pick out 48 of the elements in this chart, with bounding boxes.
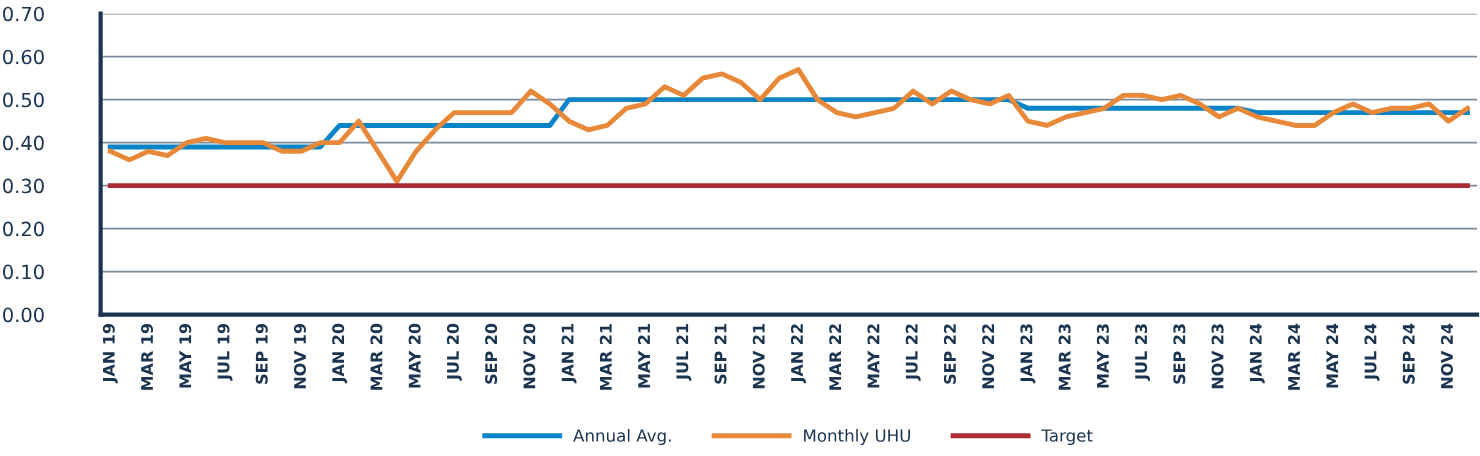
x-tick-label: SEP 21: [714, 324, 727, 384]
x-tick-label: JAN 20: [332, 323, 348, 384]
legend-label: Monthly UHU: [804, 428, 910, 446]
x-tick-label: SEP 20: [485, 323, 498, 384]
x-tick-label: MAY 23: [1096, 324, 1109, 388]
x-tick-label: NOV 24: [1440, 323, 1453, 389]
x-tick-label: MAY 21: [638, 324, 650, 388]
x-tick-label: MAY 20: [408, 323, 421, 388]
x-tick-label: JAN 23: [1020, 324, 1036, 384]
x-tick-label: JUL 23: [1135, 324, 1151, 381]
x-tick-label: MAY 19: [179, 323, 192, 388]
y-tick-label: 0.70: [3, 6, 44, 22]
x-tick-label: JUL 22: [905, 324, 921, 381]
x-tick-label: JUL 20: [446, 323, 462, 381]
x-tick-label: MAR 24: [1287, 323, 1300, 390]
x-tick-label: NOV 19: [293, 323, 306, 389]
x-tick-label: NOV 21: [752, 324, 765, 389]
x-tick-label: SEP 24: [1402, 323, 1415, 384]
x-tick-label: MAR 21: [599, 324, 612, 390]
x-tick-label: NOV 20: [523, 323, 536, 389]
x-tick-label: SEP 19: [255, 323, 268, 384]
x-tick-label: NOV 23: [1211, 324, 1224, 389]
legend-label: Annual Avg.: [573, 428, 671, 446]
x-tick-label: JAN 22: [790, 324, 806, 384]
x-tick-label: MAR 23: [1058, 324, 1071, 390]
y-tick-label: 0.10: [3, 264, 44, 280]
x-tick-label: MAR 20: [370, 323, 383, 390]
x-tick-label: SEP 23: [1173, 324, 1186, 384]
y-tick-label: 0.40: [3, 135, 44, 151]
x-tick-label: MAR 22: [829, 324, 842, 390]
x-tick-label: JUL 19: [217, 323, 233, 381]
legend-label: Target: [1041, 429, 1093, 446]
x-tick-label: MAY 22: [867, 324, 880, 388]
line-series: [107, 67, 1470, 184]
x-tick-label: SEP 22: [943, 324, 956, 384]
x-tick-label: NOV 22: [982, 324, 995, 389]
x-tick-label: JUL 24: [1364, 323, 1380, 381]
y-tick-label: 0.20: [3, 221, 44, 237]
y-tick-label: 0.50: [3, 92, 44, 108]
x-tick-label: MAY 24: [1326, 323, 1339, 388]
x-tick-label: JAN 24: [1249, 323, 1265, 384]
y-tick-label: 0.60: [3, 49, 44, 65]
y-tick-label: 0.00: [3, 307, 44, 323]
x-tick-label: JAN 19: [102, 323, 118, 384]
x-tick-label: MAR 19: [141, 323, 154, 390]
x-tick-label: JUL 21: [676, 324, 692, 381]
x-tick-label: JAN 21: [561, 324, 577, 384]
y-tick-label: 0.30: [3, 178, 44, 194]
